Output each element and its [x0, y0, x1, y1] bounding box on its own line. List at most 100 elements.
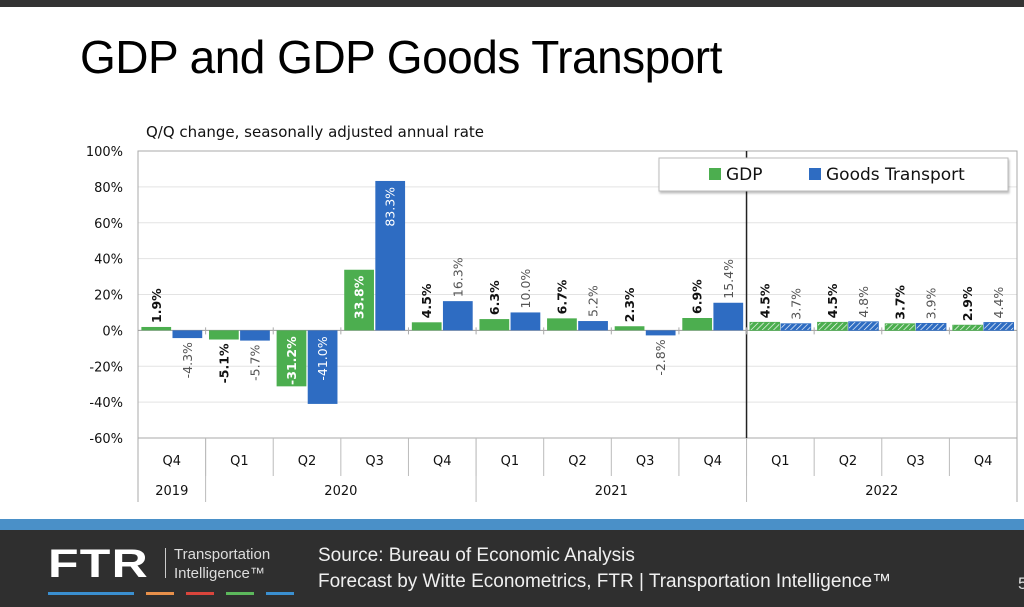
data-label: 3.7%: [788, 288, 803, 320]
logo-dash: [146, 592, 174, 595]
logo-wordmark: FTR: [48, 542, 149, 586]
data-label: -4.3%: [180, 342, 195, 378]
bar-goods-transport: [983, 322, 1015, 331]
data-label: 6.3%: [487, 280, 502, 315]
accent-band: [0, 519, 1024, 530]
y-tick-label: 0%: [102, 324, 123, 339]
data-label: 83.3%: [383, 187, 398, 227]
legend-swatch-goods-transport: [809, 168, 821, 180]
bar-gdp: [141, 326, 172, 331]
x-tick-label: Q1: [230, 454, 249, 469]
bar-goods-transport: [645, 330, 676, 336]
x-tick-label: Q4: [163, 454, 182, 469]
year-label: 2019: [155, 484, 188, 499]
bar-goods-transport: [375, 180, 406, 331]
y-tick-label: 40%: [94, 253, 123, 268]
data-label: 16.3%: [450, 257, 465, 297]
bar-gdp: [817, 321, 848, 331]
forecast-credit-line: Forecast by Witte Econometrics, FTR | Tr…: [318, 571, 892, 592]
y-tick-label: 60%: [94, 217, 123, 232]
bar-goods-transport: [578, 321, 608, 331]
logo-color-dashes: [48, 592, 294, 595]
x-tick-label: Q2: [839, 454, 858, 469]
bar-goods-transport: [915, 322, 947, 331]
y-tick-label: -60%: [89, 432, 123, 447]
plot-frame: [137, 150, 1018, 439]
bar-gdp: [749, 321, 781, 331]
data-label: 4.4%: [991, 287, 1006, 319]
x-tick-label: Q1: [501, 454, 520, 469]
bar-goods-transport: [848, 321, 879, 331]
data-label: 4.8%: [856, 286, 871, 318]
ftr-logo: FTR Transportation Intelligence™: [48, 542, 294, 604]
logo-separator: [165, 548, 166, 578]
bar-gdp: [344, 269, 374, 331]
x-tick-label: Q1: [771, 454, 790, 469]
data-label: 15.4%: [721, 259, 736, 299]
x-tick-label: Q4: [433, 454, 452, 469]
x-tick-label: Q2: [568, 454, 587, 469]
year-label: 2022: [865, 484, 898, 499]
bar-goods-transport: [780, 323, 812, 331]
bar-goods-transport: [510, 312, 541, 331]
bar-goods-transport: [713, 302, 744, 331]
y-tick-label: -20%: [89, 360, 123, 375]
bar-gdp: [547, 318, 577, 331]
legend-label-gdp: GDP: [726, 165, 763, 185]
data-label: -5.7%: [247, 344, 262, 380]
page-number: 5: [1018, 574, 1024, 593]
data-label: 4.5%: [419, 283, 434, 318]
data-label: -2.8%: [653, 339, 668, 375]
logo-tagline-2: Intelligence™: [174, 565, 265, 582]
logo-dash: [48, 592, 134, 595]
logo-dash: [266, 592, 294, 595]
bar-goods-transport: [172, 330, 203, 339]
logo-dash: [226, 592, 254, 595]
x-tick-label: Q4: [703, 454, 722, 469]
bar-gdp: [276, 330, 307, 387]
data-label: 4.5%: [825, 283, 840, 318]
bar-goods-transport: [307, 330, 338, 404]
logo-tagline-1: Transportation: [174, 546, 271, 563]
data-label: 4.5%: [757, 283, 772, 318]
data-label: 5.2%: [586, 285, 601, 317]
bar-gdp: [884, 323, 916, 331]
data-label: -5.1%: [216, 343, 231, 383]
bar-gdp: [479, 319, 510, 331]
chart-subtitle: Q/Q change, seasonally adjusted annual r…: [146, 123, 484, 141]
data-label: 6.7%: [554, 279, 569, 314]
legend-swatch-gdp: [709, 168, 721, 180]
x-tick-label: Q3: [636, 454, 655, 469]
data-label: -41.0%: [315, 336, 330, 380]
bar-gdp: [952, 324, 983, 331]
legend-label-goods-transport: Goods Transport: [826, 165, 965, 185]
y-tick-label: -40%: [89, 396, 123, 411]
data-label: 3.9%: [924, 288, 939, 320]
bar-gdp: [411, 322, 442, 331]
bar-goods-transport: [442, 301, 473, 331]
legend: GDP Goods Transport: [658, 157, 1009, 192]
source-line: Source: Bureau of Economic Analysis: [318, 545, 635, 566]
data-label: 33.8%: [352, 275, 367, 319]
y-tick-label: 20%: [94, 289, 123, 304]
data-label: 6.9%: [690, 279, 705, 314]
x-tick-label: Q3: [365, 454, 384, 469]
bar-gdp: [614, 326, 645, 331]
x-tick-label: Q4: [974, 454, 993, 469]
y-tick-label: 100%: [86, 145, 123, 160]
data-label: 1.9%: [149, 288, 164, 323]
slide-title: GDP and GDP Goods Transport: [80, 31, 722, 83]
bar-goods-transport: [240, 330, 270, 341]
data-label: 2.3%: [622, 287, 637, 322]
data-label: 2.9%: [960, 286, 975, 321]
bar-gdp: [682, 317, 713, 331]
data-label: 3.7%: [893, 285, 908, 320]
y-tick-label: 80%: [94, 181, 123, 196]
logo-dash: [186, 592, 214, 595]
x-tick-label: Q3: [906, 454, 925, 469]
top-bar: [0, 0, 1024, 7]
data-label: -31.2%: [284, 336, 299, 385]
year-label: 2020: [324, 484, 357, 499]
year-label: 2021: [595, 484, 628, 499]
x-tick-label: Q2: [298, 454, 317, 469]
